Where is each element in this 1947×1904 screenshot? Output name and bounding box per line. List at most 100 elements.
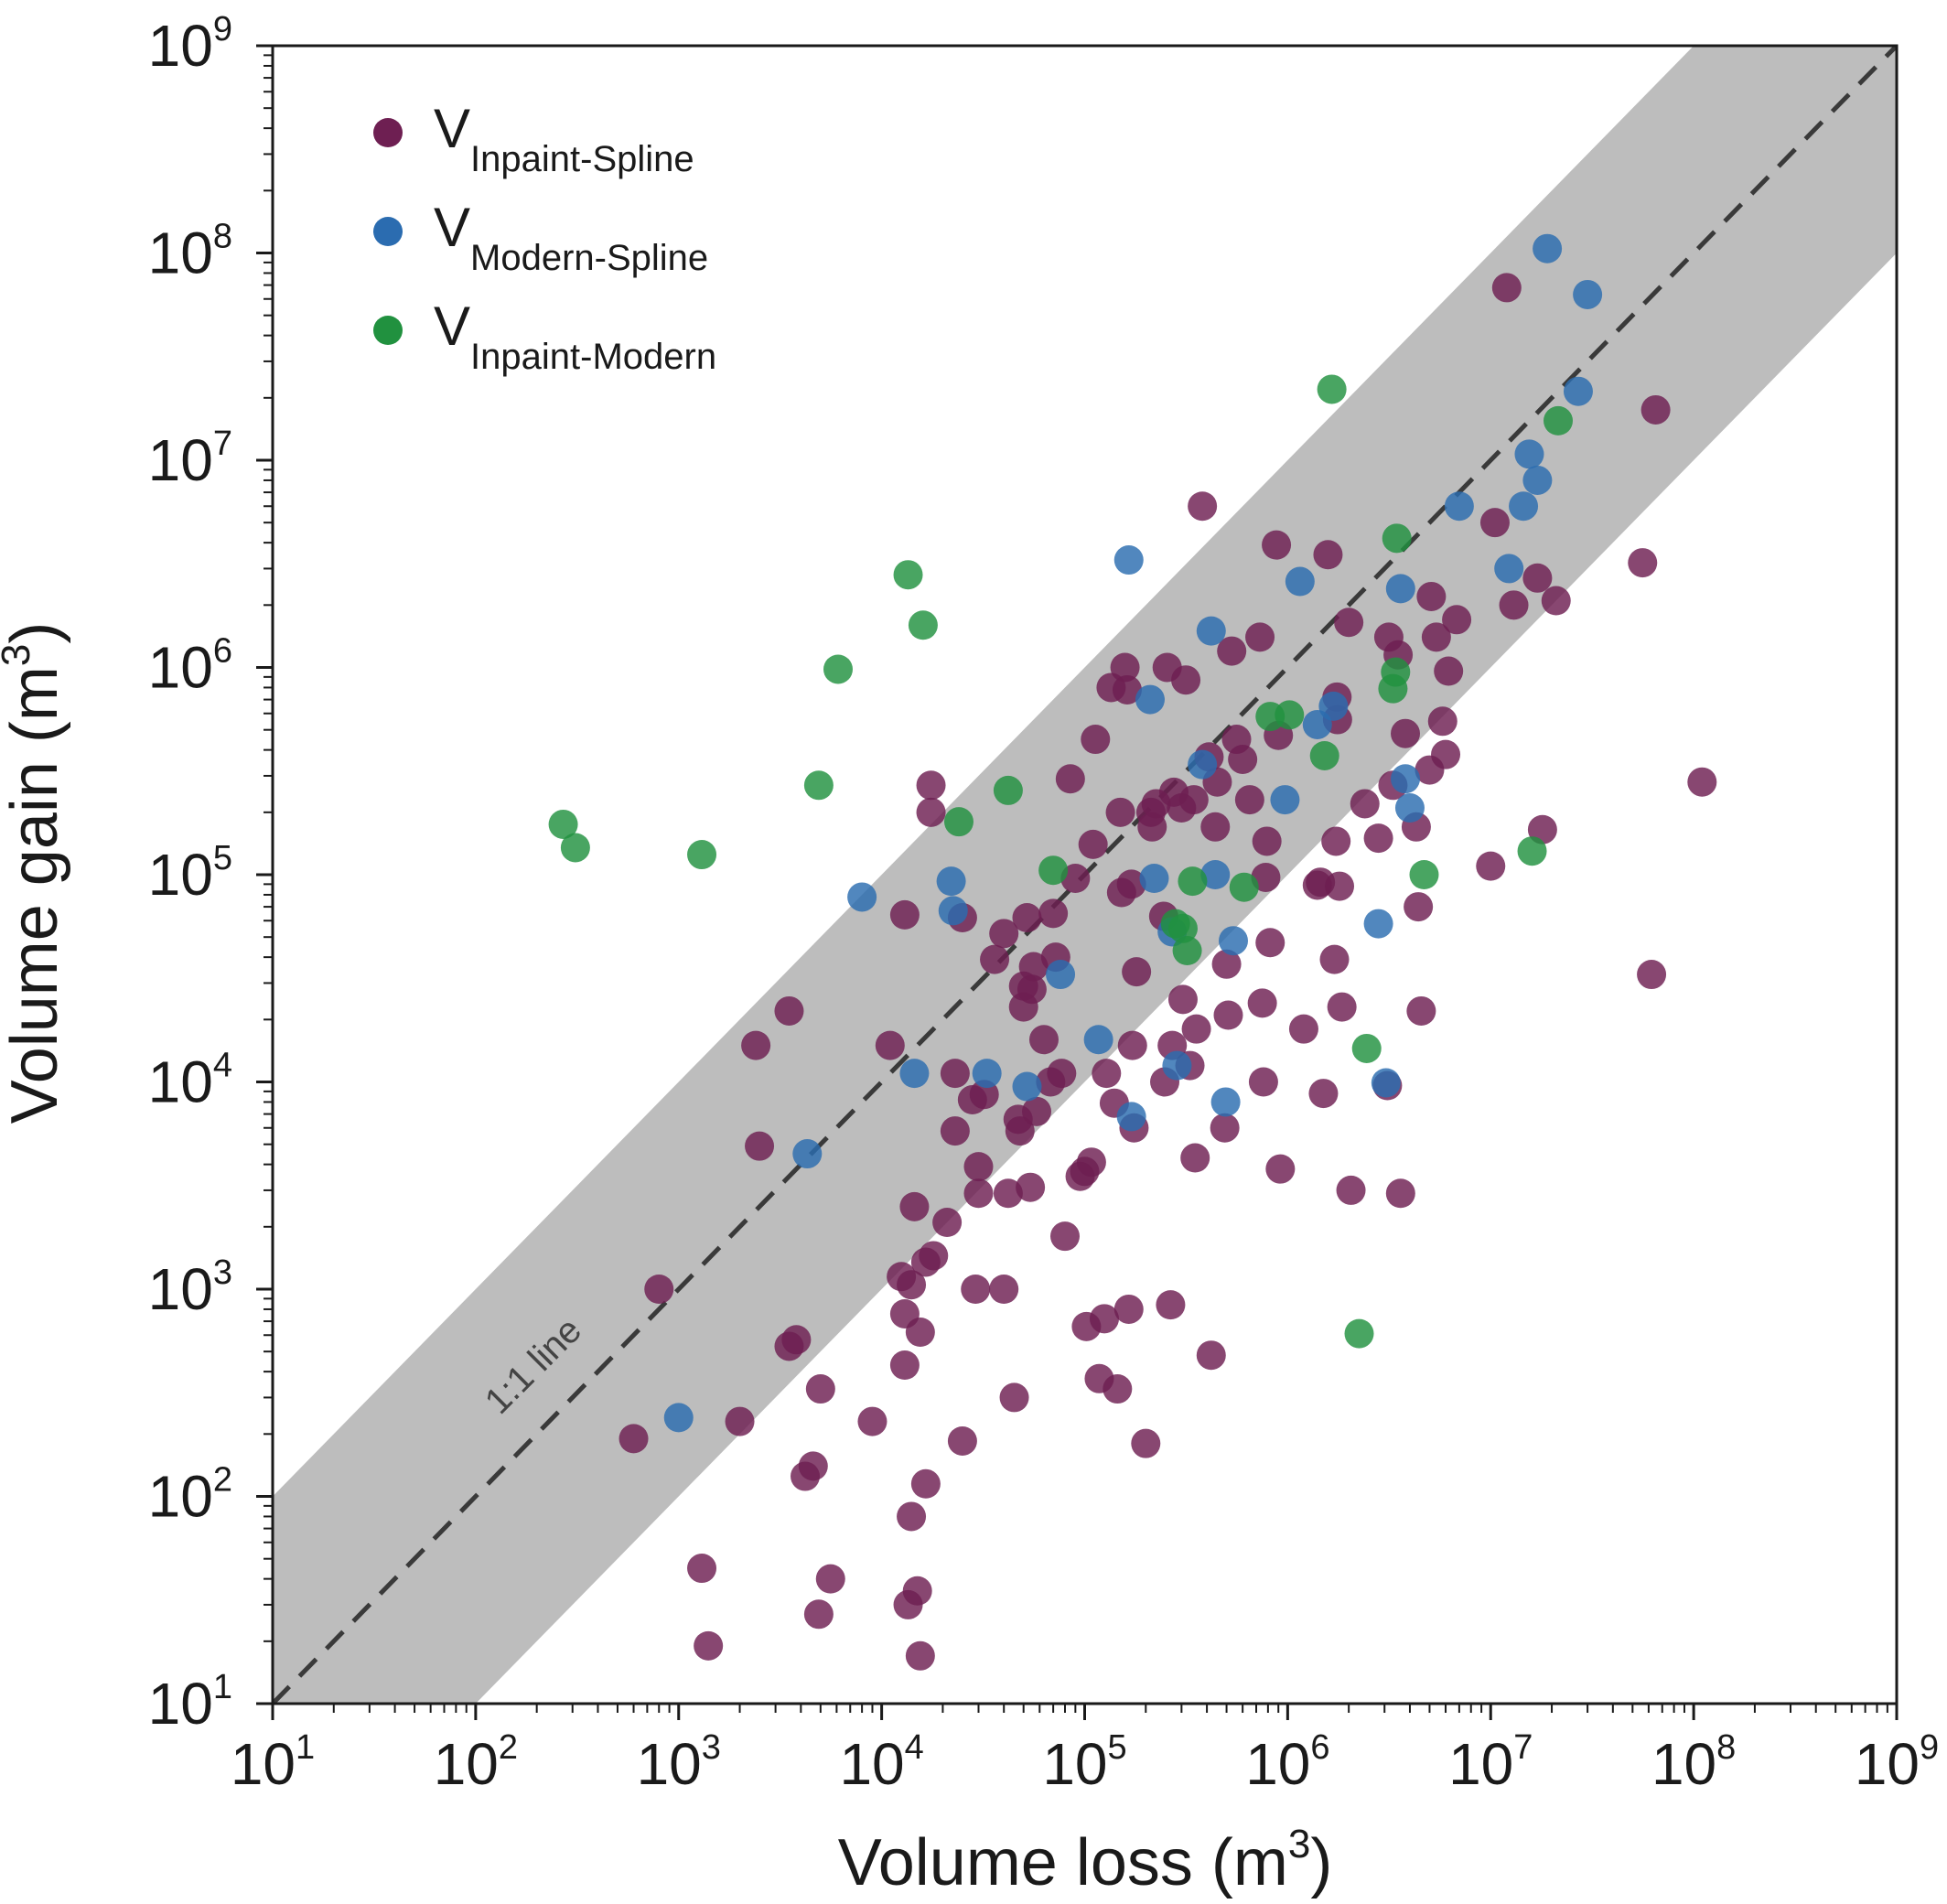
data-point — [1628, 548, 1658, 578]
series-modern-spline — [663, 233, 1603, 1433]
x-tick-label: 108 — [1651, 1728, 1736, 1797]
x-tick-label: 101 — [231, 1728, 315, 1797]
data-point — [1637, 960, 1667, 990]
data-point — [1427, 706, 1458, 737]
y-tick-label: 101 — [148, 1668, 232, 1737]
data-point — [1275, 700, 1305, 730]
data-point — [1188, 749, 1218, 780]
data-point — [1319, 944, 1350, 974]
x-tick-label: 107 — [1448, 1728, 1533, 1797]
y-tick-label: 103 — [148, 1253, 232, 1322]
y-tick-label: 104 — [148, 1047, 232, 1115]
data-point — [1563, 376, 1593, 406]
data-point — [1265, 1154, 1296, 1184]
data-point — [1522, 465, 1553, 495]
data-point — [548, 809, 578, 839]
data-point — [1270, 785, 1300, 815]
data-point — [1371, 1068, 1401, 1098]
y-tick-label: 106 — [148, 632, 232, 701]
data-point — [1178, 866, 1208, 897]
data-point — [644, 1275, 674, 1304]
data-point — [1687, 767, 1717, 797]
data-point — [1247, 988, 1277, 1018]
data-point — [1344, 1318, 1374, 1349]
data-point — [916, 797, 946, 827]
data-point — [687, 1554, 717, 1584]
data-point — [1210, 1113, 1240, 1143]
data-point — [1196, 1340, 1226, 1371]
data-point — [1234, 785, 1264, 815]
data-point — [1494, 554, 1524, 584]
data-point — [1382, 523, 1412, 554]
data-point — [1421, 622, 1451, 652]
data-point — [1363, 909, 1393, 939]
y-axis-tick-labels: 101 102 103 104 105 106 107 108 109 — [148, 10, 232, 1737]
data-point — [910, 1468, 941, 1499]
data-point — [1363, 823, 1393, 854]
data-point — [1113, 1294, 1144, 1324]
data-point — [1188, 491, 1218, 522]
data-point — [1078, 829, 1108, 859]
data-point — [1334, 608, 1364, 638]
data-point — [1028, 1025, 1059, 1055]
x-tick-label: 103 — [637, 1728, 721, 1797]
data-point — [1012, 903, 1042, 933]
data-point — [1336, 1175, 1366, 1205]
data-point — [1122, 957, 1152, 987]
data-point — [1381, 657, 1411, 687]
data-point — [1116, 1102, 1146, 1132]
data-point — [919, 1241, 949, 1271]
data-point — [1318, 691, 1349, 721]
data-point — [905, 1318, 935, 1348]
data-point — [1544, 405, 1574, 436]
data-point — [1167, 913, 1198, 943]
data-point — [902, 1576, 932, 1606]
plot-area: 1:1 line — [273, 46, 1897, 1704]
data-point — [940, 1116, 970, 1146]
data-point — [899, 1059, 930, 1089]
data-point — [989, 919, 1019, 949]
data-point — [1499, 590, 1529, 620]
data-point — [1110, 652, 1140, 683]
data-point — [938, 896, 968, 926]
data-point — [1573, 279, 1603, 309]
x-axis-title: Volume loss (m3) — [838, 1822, 1333, 1899]
data-points — [548, 233, 1717, 1671]
data-point — [1038, 898, 1069, 929]
data-point — [1517, 836, 1547, 866]
data-point — [1005, 1116, 1035, 1146]
data-point — [1313, 540, 1343, 570]
data-point — [857, 1406, 887, 1436]
data-point — [1218, 926, 1248, 956]
data-point — [1162, 1050, 1192, 1081]
legend-label: VInpaint-Spline — [434, 98, 694, 179]
data-point — [781, 1325, 812, 1355]
data-point — [963, 1178, 994, 1209]
data-point — [980, 944, 1010, 974]
data-point — [908, 610, 938, 640]
data-point — [815, 1564, 845, 1594]
data-point — [947, 1425, 977, 1456]
data-point — [1288, 1014, 1318, 1044]
data-point — [1285, 566, 1315, 597]
data-point — [889, 899, 920, 930]
data-point — [1172, 936, 1202, 966]
data-point — [1522, 563, 1553, 593]
data-point — [1514, 439, 1544, 469]
data-point — [940, 1059, 970, 1089]
data-point — [847, 882, 877, 912]
y-axis-ticks — [256, 44, 273, 1705]
data-point — [1350, 789, 1380, 819]
data-point — [1491, 273, 1522, 303]
data-point — [1394, 793, 1425, 823]
data-point — [774, 995, 804, 1026]
x-tick-label: 106 — [1245, 1728, 1329, 1797]
y-tick-label: 105 — [148, 839, 232, 908]
data-point — [1229, 872, 1259, 902]
data-point — [889, 1350, 920, 1381]
data-point — [1327, 992, 1357, 1022]
legend-marker — [373, 316, 403, 345]
legend: VInpaint-Spline VModern-Spline VInpaint-Mo… — [373, 98, 716, 377]
data-point — [905, 1640, 935, 1671]
data-point — [1090, 1304, 1120, 1334]
